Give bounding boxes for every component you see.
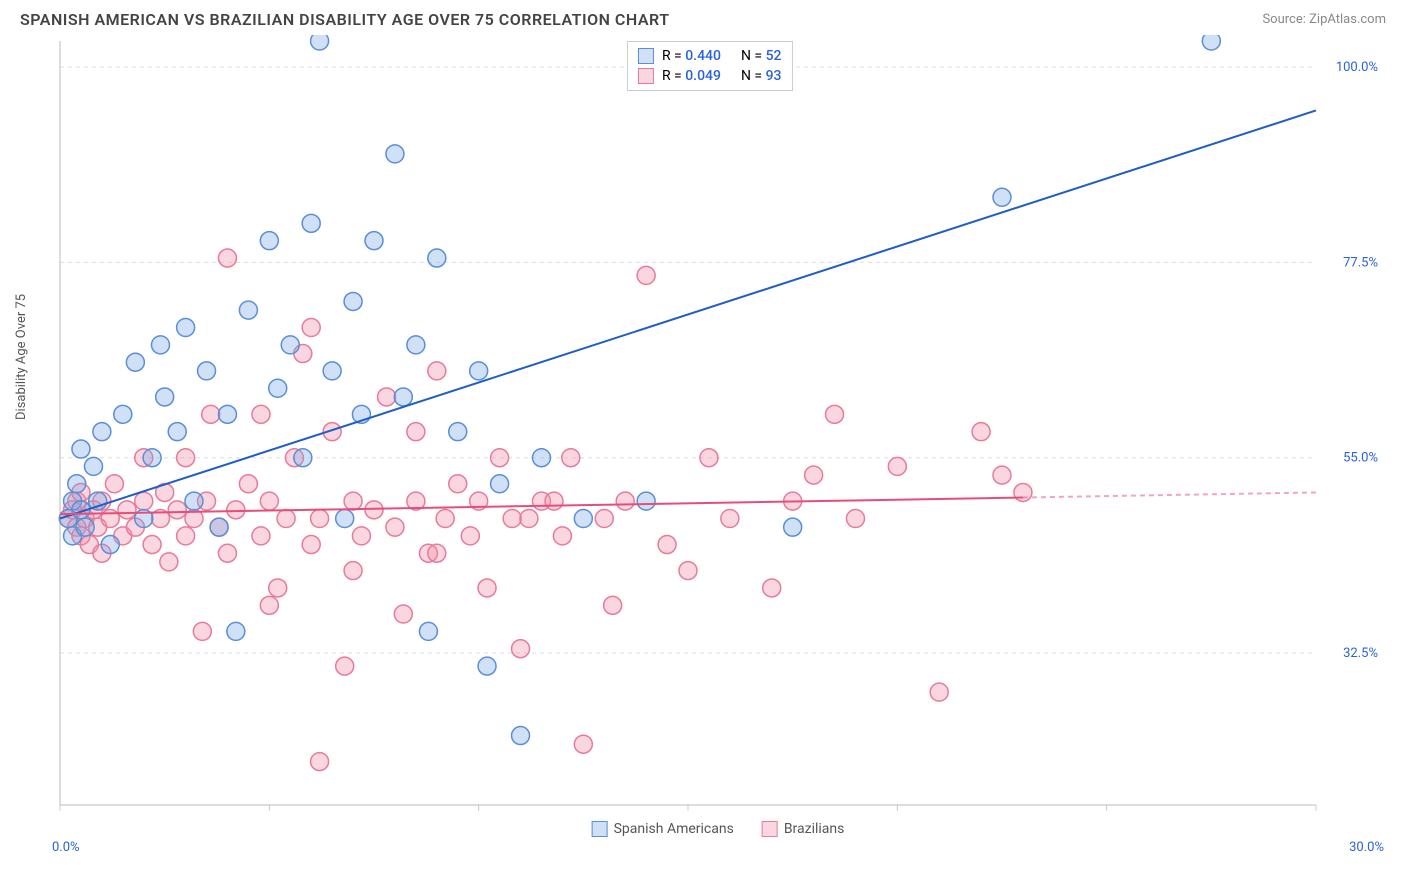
swatch-series-1: [638, 68, 654, 84]
n-value-1: 93: [766, 68, 782, 84]
x-axis-min-label: 0.0%: [52, 840, 80, 855]
swatch-bottom-0: [592, 821, 608, 837]
legend-row-series-1: R = 0.049 N = 93: [638, 66, 782, 86]
r-value-0: 0.440: [685, 48, 721, 64]
legend-item-0: Spanish Americans: [592, 821, 734, 837]
n-value-0: 52: [766, 48, 782, 64]
source-label: Source:: [1262, 12, 1305, 27]
x-axis-max-label: 30.0%: [1349, 840, 1384, 855]
svg-text:32.5%: 32.5%: [1343, 646, 1378, 661]
r-value-1: 0.049: [685, 68, 721, 84]
source-link[interactable]: ZipAtlas.com: [1309, 12, 1386, 27]
swatch-series-0: [638, 48, 654, 64]
legend-item-1: Brazilians: [762, 821, 845, 837]
svg-text:55.0%: 55.0%: [1343, 451, 1378, 466]
scatter-chart-svg: 32.5% 55.0% 77.5% 100.0%: [50, 35, 1386, 835]
legend-label-1: Brazilians: [784, 821, 845, 837]
chart-area: ZIPatlas 32.5%55.0%77.5%100.0% R = 0.440…: [50, 35, 1386, 835]
y-axis-label: Disability Age Over 75: [14, 294, 29, 420]
series-legend: Spanish Americans Brazilians: [592, 821, 845, 837]
legend-row-series-0: R = 0.440 N = 52: [638, 46, 782, 66]
correlation-legend: R = 0.440 N = 52 R = 0.049 N = 93: [627, 41, 793, 91]
svg-text:100.0%: 100.0%: [1336, 60, 1378, 75]
svg-text:77.5%: 77.5%: [1343, 255, 1378, 270]
source-attribution: Source: ZipAtlas.com: [1262, 12, 1386, 27]
swatch-bottom-1: [762, 821, 778, 837]
legend-label-0: Spanish Americans: [614, 821, 734, 837]
chart-title: SPANISH AMERICAN VS BRAZILIAN DISABILITY…: [20, 10, 670, 29]
